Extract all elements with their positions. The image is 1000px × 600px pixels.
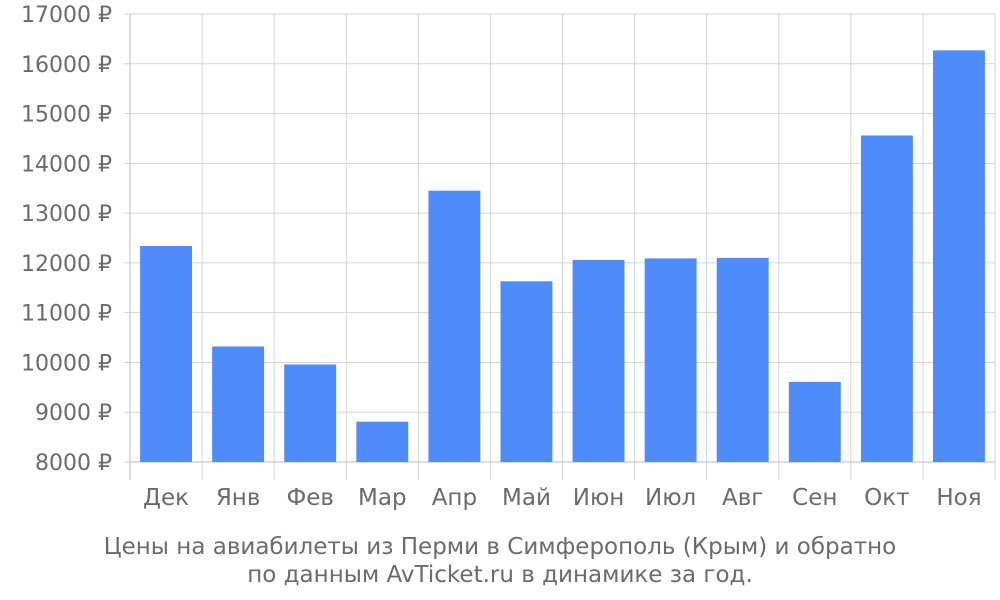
x-tick-label: Апр [432, 485, 477, 511]
chart-caption-line-2: по данным AvTicket.ru в динамике за год. [247, 562, 753, 588]
bar-Фев [284, 364, 337, 462]
x-tick-label: Май [502, 485, 551, 511]
y-tick-label: 11000 ₽ [21, 302, 112, 327]
x-tick-label: Июн [573, 485, 625, 511]
x-tick-label: Июл [645, 485, 696, 511]
bar-Дек [140, 245, 192, 462]
x-tick-label: Мар [358, 485, 407, 511]
bar-Апр [428, 190, 481, 462]
y-tick-label: 9000 ₽ [35, 401, 112, 426]
bar-Июл [644, 258, 697, 462]
bar-Окт [860, 135, 913, 463]
x-tick-label: Фев [286, 485, 334, 511]
x-tick-label: Янв [216, 485, 261, 511]
bar-Ноя [933, 50, 985, 463]
bar-Авг [716, 257, 769, 462]
y-tick-label: 8000 ₽ [35, 451, 112, 476]
chart-caption-line-1: Цены на авиабилеты из Перми в Симферопол… [103, 534, 897, 560]
y-tick-label: 10000 ₽ [21, 351, 112, 376]
x-tick-label: Сен [792, 485, 837, 511]
y-tick-label: 13000 ₽ [21, 202, 112, 227]
y-tick-label: 17000 ₽ [21, 3, 112, 28]
y-tick-label: 12000 ₽ [21, 252, 112, 277]
y-tick-label: 15000 ₽ [21, 103, 112, 128]
bar-Сен [788, 381, 841, 462]
y-tick-label: 14000 ₽ [21, 152, 112, 177]
y-tick-label: 16000 ₽ [21, 53, 112, 78]
bar-Июн [572, 259, 625, 462]
bar-chart: 8000 ₽ 9000 ₽ 10000 ₽ 11000 ₽ 12000 ₽ 13000 ₽… [21, 3, 996, 511]
x-tick-label: Дек [143, 485, 189, 511]
x-tick-label: Ноя [936, 485, 981, 511]
bar-Май [500, 281, 553, 462]
x-tick-label: Авг [722, 485, 763, 511]
x-tick-label: Окт [864, 485, 909, 511]
bar-Янв [212, 346, 265, 462]
bar-Мар [356, 421, 409, 462]
